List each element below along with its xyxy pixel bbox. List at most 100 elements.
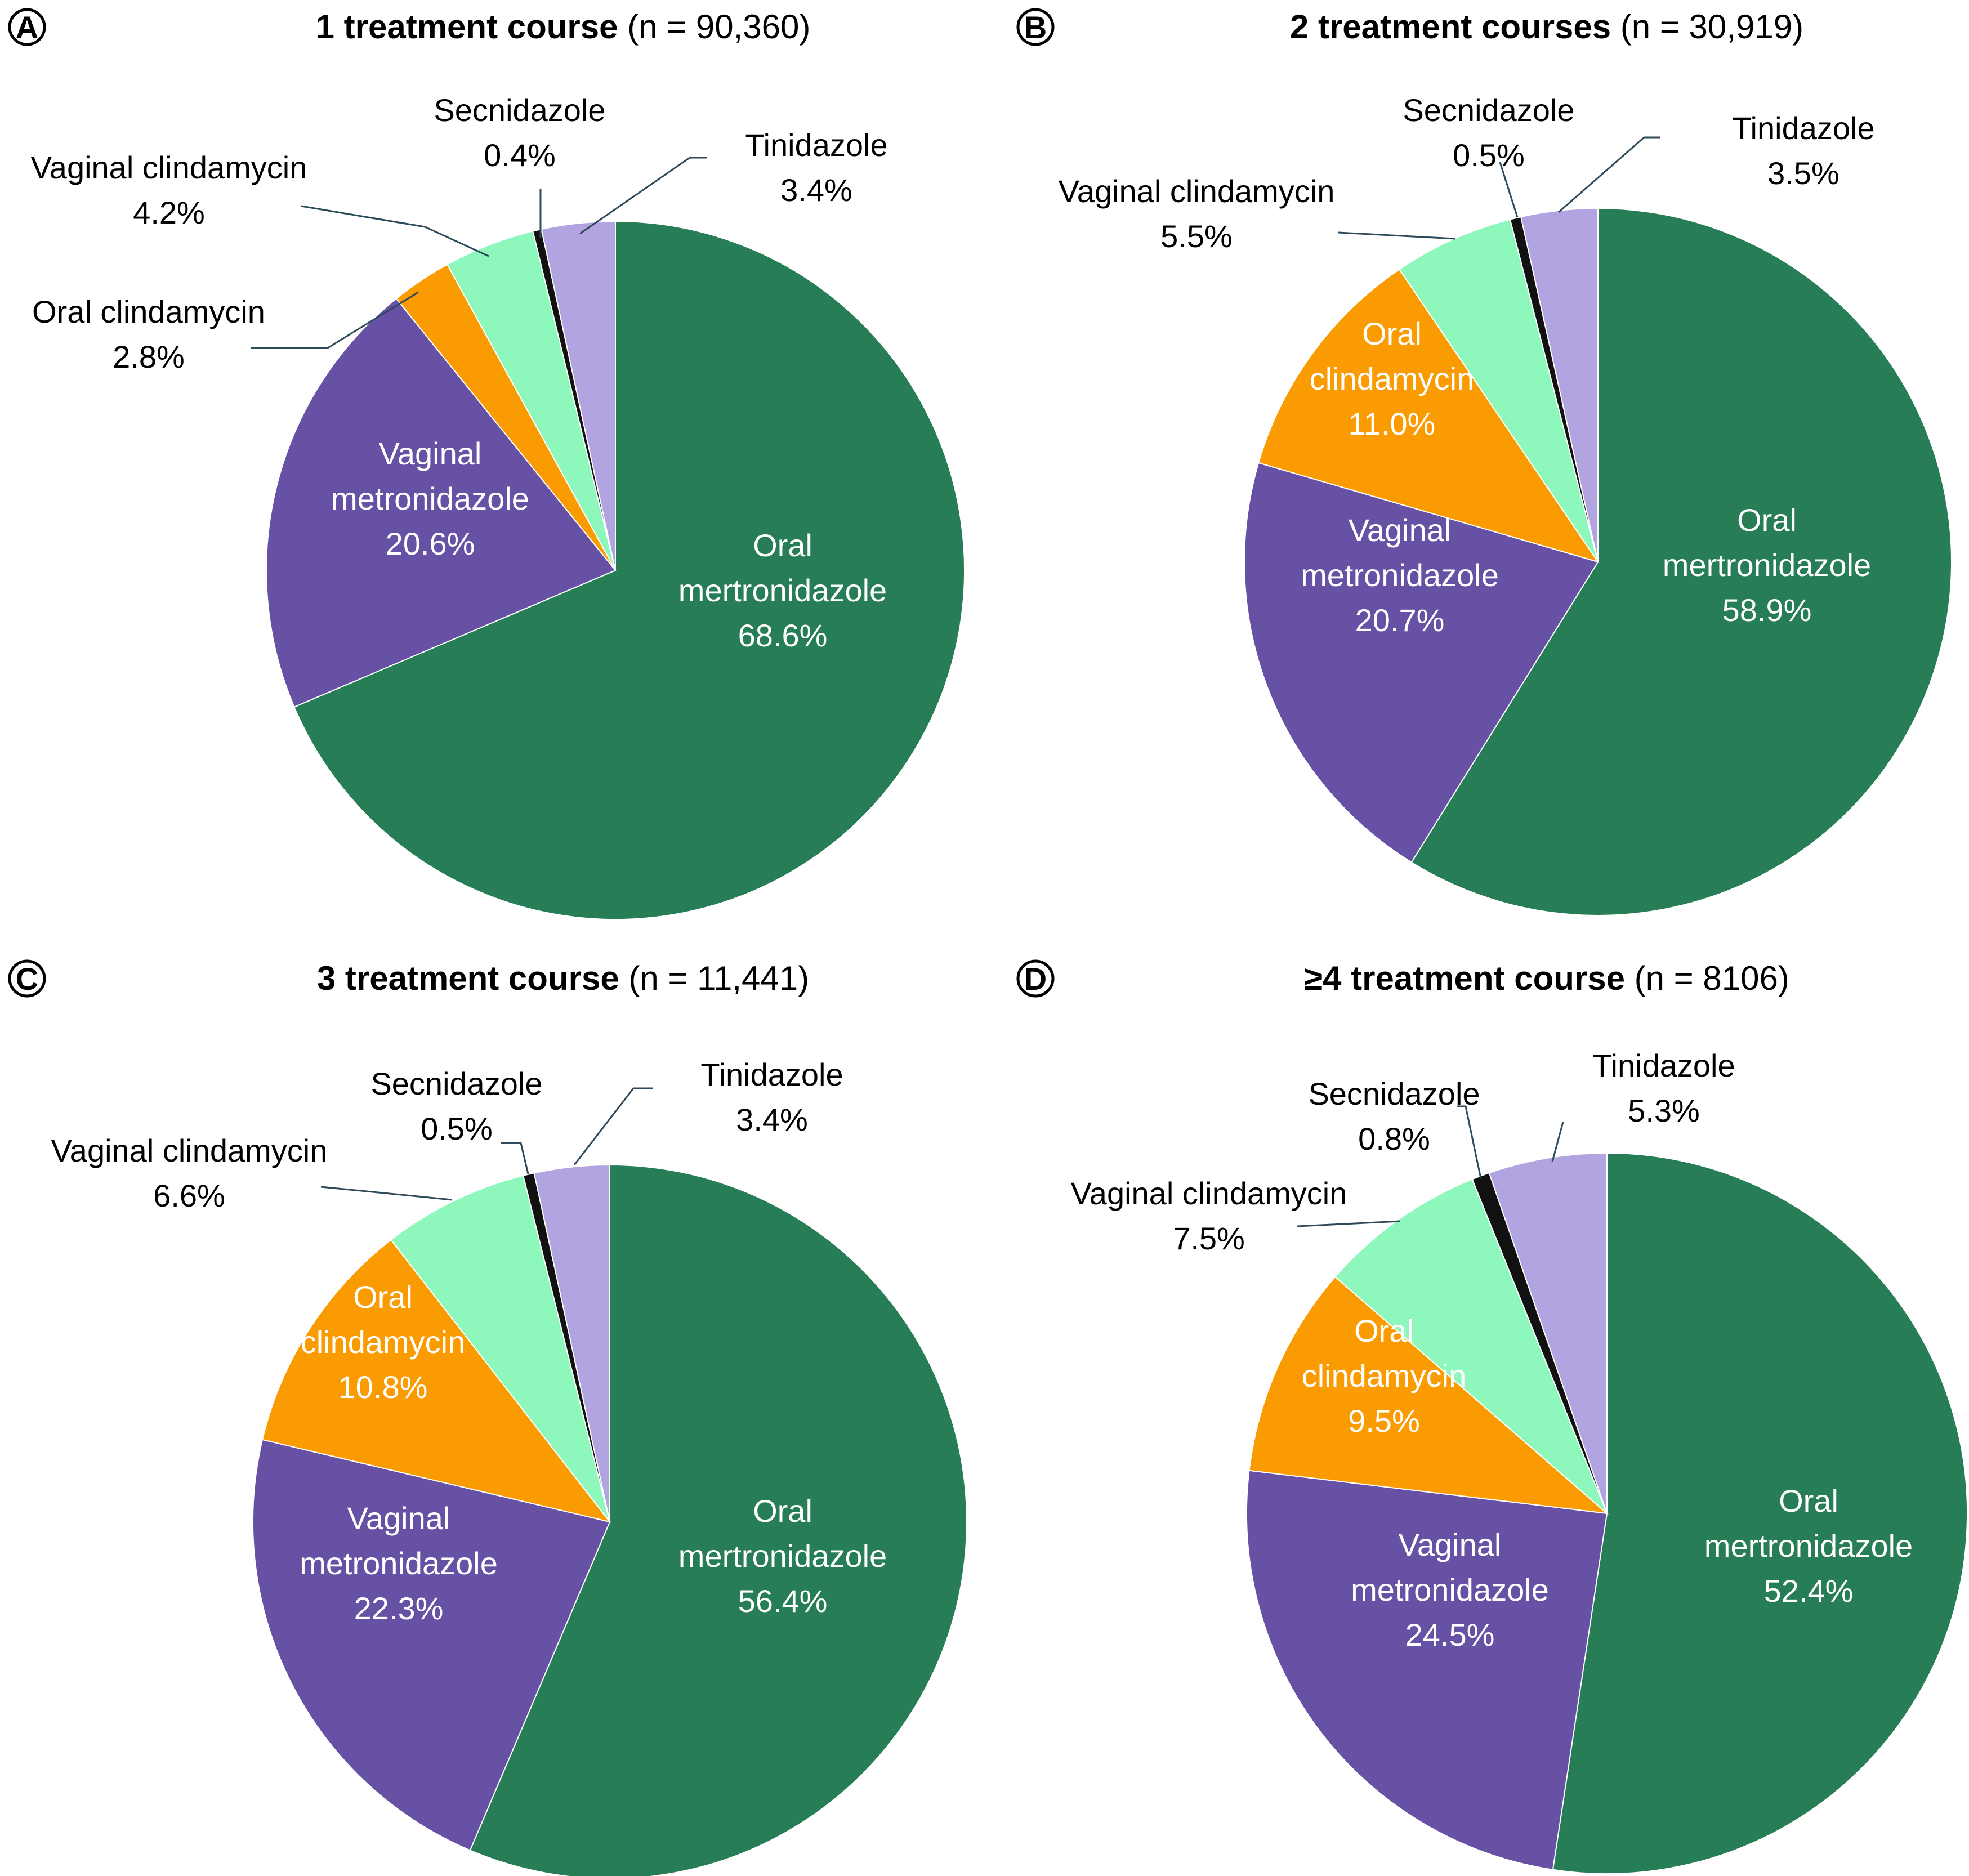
- panel-D: D ≥4 treatment course (n = 8106) Tinidazol…: [1016, 959, 1968, 1874]
- label-percent: 3.5%: [1767, 155, 1839, 191]
- slice-tinidazole: [1488, 1152, 1608, 1514]
- label-name: clindamycin: [1310, 361, 1475, 396]
- label-tinidazole: Tinidazole 3.5%: [1732, 110, 1874, 191]
- slice-oral-clindamycin: [261, 1239, 611, 1523]
- label-secnidazole: Secnidazole 0.5%: [370, 1066, 542, 1146]
- label-vaginal-clindamycin: Vaginal clindamycin 4.2%: [31, 150, 307, 230]
- label-name: Tinidazole: [745, 127, 887, 163]
- panel-letter-A: A: [8, 8, 46, 46]
- slice-vaginal-metronidazole: [266, 297, 617, 708]
- slice-labels: Tinidazole 3.4% Oral mertronidazole 68.6% Vag…: [31, 92, 888, 653]
- label-vaginal-metronidazole: Vaginal metronidazole 20.6%: [331, 436, 529, 561]
- label-oral-mertronidazole: Oral mertronidazole 52.4%: [1704, 1483, 1913, 1609]
- label-percent: 58.9%: [1722, 592, 1812, 628]
- label-percent: 22.3%: [354, 1591, 444, 1626]
- leader-line-secnidazole: [1499, 162, 1519, 218]
- label-percent: 5.5%: [1160, 218, 1233, 254]
- panel-letter-circle: [8, 959, 46, 998]
- label-name: Oral: [1779, 1483, 1838, 1518]
- label-oral-mertronidazole: Oral mertronidazole 58.9%: [1663, 502, 1871, 628]
- panel-C: C 3 treatment course (n = 11,441) Tinidazo…: [8, 959, 967, 1876]
- label-name: clindamycin: [301, 1324, 466, 1360]
- label-name: Vaginal: [1349, 512, 1452, 548]
- leader-line-secnidazole: [501, 1142, 529, 1174]
- label-secnidazole: Secnidazole 0.8%: [1308, 1076, 1480, 1156]
- label-percent: 10.8%: [338, 1369, 428, 1405]
- slice-labels: Tinidazole 5.3% Oral mertronidazole 52.4% Vag…: [1071, 1048, 1913, 1652]
- slice-oral-mertronidazole: [1552, 1152, 1968, 1874]
- label-name: clindamycin: [1302, 1358, 1467, 1393]
- label-name: Oral: [753, 528, 812, 563]
- chart-title-bold: 2 treatment courses: [1290, 8, 1611, 46]
- slice-tinidazole: [1520, 207, 1599, 562]
- label-name: mertronidazole: [1704, 1528, 1913, 1564]
- slice-vaginal-clindamycin: [1334, 1178, 1608, 1514]
- panel-letter-text: C: [16, 961, 38, 997]
- label-vaginal-clindamycin: Vaginal clindamycin 5.5%: [1059, 173, 1335, 254]
- leader-line-tinidazole: [1558, 136, 1660, 213]
- panel-letter-C: C: [8, 959, 46, 998]
- label-secnidazole: Secnidazole 0.4%: [434, 92, 605, 173]
- label-tinidazole: Tinidazole 3.4%: [700, 1057, 843, 1137]
- label-percent: 0.5%: [421, 1111, 493, 1146]
- label-name: Vaginal clindamycin: [1059, 173, 1335, 209]
- slice-vaginal-clindamycin: [390, 1174, 610, 1522]
- leader-line-vaginal-clindamycin: [320, 1186, 453, 1201]
- label-percent: 24.5%: [1405, 1617, 1495, 1652]
- label-percent: 56.4%: [738, 1583, 828, 1619]
- panel-letter-text: B: [1024, 10, 1047, 45]
- label-name: mertronidazole: [678, 1538, 887, 1574]
- label-percent: 3.4%: [736, 1102, 808, 1137]
- label-percent: 52.4%: [1764, 1573, 1854, 1609]
- label-secnidazole: Secnidazole 0.5%: [1403, 92, 1574, 173]
- label-vaginal-metronidazole: Vaginal metronidazole 20.7%: [1301, 512, 1499, 638]
- panel-A: A 1 treatment course (n = 90,360) Tinidazo…: [8, 8, 966, 920]
- label-percent: 6.6%: [153, 1178, 225, 1213]
- label-oral-clindamycin: Oral clindamycin 2.8%: [32, 294, 265, 374]
- label-oral-clindamycin: Oral clindamycin 11.0%: [1310, 316, 1475, 441]
- label-percent: 20.7%: [1355, 602, 1445, 638]
- slice-tinidazole: [533, 1164, 610, 1522]
- label-name: Tinidazole: [1592, 1048, 1735, 1083]
- panel-letter-circle: [8, 8, 46, 46]
- label-name: Vaginal clindamycin: [1071, 1176, 1347, 1211]
- leader-line-vaginal-clindamycin: [1297, 1220, 1401, 1227]
- label-name: Tinidazole: [700, 1057, 843, 1092]
- pie-slices: [1246, 1152, 1968, 1874]
- label-name: metronidazole: [300, 1546, 498, 1581]
- label-oral-clindamycin: Oral clindamycin 9.5%: [1302, 1313, 1467, 1439]
- label-percent: 68.6%: [738, 618, 828, 653]
- pie-slices: [252, 1164, 967, 1876]
- label-percent: 0.8%: [1358, 1121, 1430, 1156]
- label-percent: 2.8%: [113, 339, 185, 374]
- label-percent: 20.6%: [386, 526, 475, 561]
- panel-letter-text: A: [16, 10, 38, 45]
- label-name: Oral: [1362, 316, 1422, 351]
- leader-line-vaginal-clindamycin: [1338, 231, 1455, 240]
- chart-title-rest: (n = 30,919): [1611, 8, 1803, 46]
- panel-letter-circle: [1016, 959, 1055, 998]
- panel-letter-B: B: [1016, 8, 1055, 46]
- label-percent: 11.0%: [1349, 406, 1436, 441]
- chart-title-rest: (n = 8106): [1625, 959, 1789, 997]
- slice-labels: Tinidazole 3.4% Oral mertronidazole 56.4% Vag…: [51, 1057, 887, 1626]
- label-name: Oral: [753, 1493, 812, 1529]
- chart-title-bold: 1 treatment course: [316, 8, 618, 46]
- label-percent: 9.5%: [1348, 1403, 1420, 1439]
- slice-tinidazole: [541, 220, 616, 571]
- label-name: mertronidazole: [1663, 547, 1871, 583]
- label-name: Oral: [1354, 1313, 1414, 1348]
- label-name: metronidazole: [331, 481, 529, 516]
- label-percent: 0.4%: [484, 137, 556, 173]
- label-percent: 4.2%: [133, 195, 205, 230]
- pie-slices: [1244, 207, 1952, 916]
- label-name: Vaginal: [1399, 1527, 1502, 1562]
- chart-title: 3 treatment course (n = 11,441): [317, 959, 809, 997]
- leader-line-tinidazole: [573, 1087, 653, 1165]
- pie-slices: [266, 220, 966, 920]
- chart-title: 1 treatment course (n = 90,360): [316, 8, 811, 46]
- slice-vaginal-metronidazole: [252, 1439, 611, 1851]
- label-name: metronidazole: [1301, 557, 1499, 593]
- label-name: Secnidazole: [1403, 92, 1574, 128]
